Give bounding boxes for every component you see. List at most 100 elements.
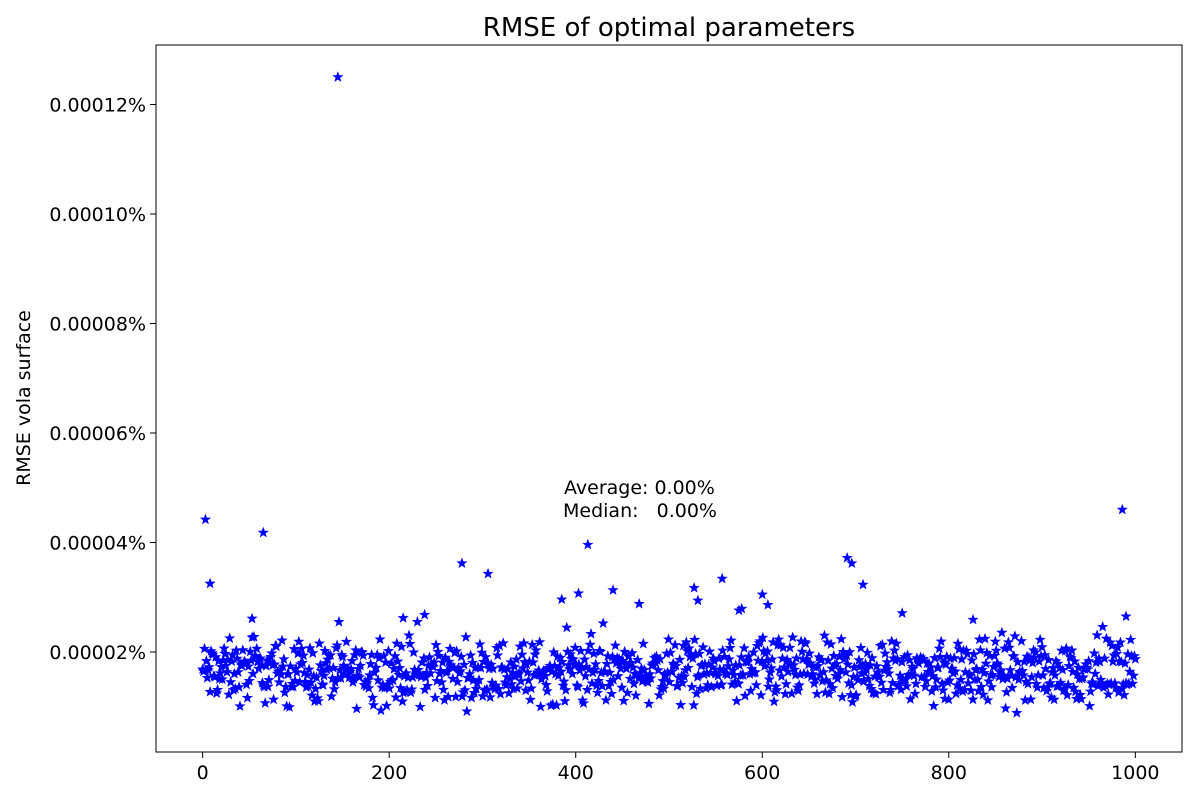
data-point: [871, 660, 883, 671]
data-point: [325, 690, 338, 702]
data-point: [303, 663, 315, 675]
data-point: [487, 662, 499, 674]
data-point: [541, 685, 553, 696]
data-point: [548, 646, 560, 657]
data-point: [782, 666, 794, 677]
data-point: [600, 694, 612, 705]
data-point: [812, 660, 824, 671]
data-point: [616, 681, 628, 693]
data-point: [592, 675, 605, 686]
data-point: [513, 667, 525, 679]
data-point: [925, 661, 937, 672]
data-point: [980, 657, 992, 669]
data-point: [731, 695, 743, 706]
data-point: [818, 629, 831, 641]
data-point: [331, 639, 343, 651]
data-point: [1026, 671, 1038, 682]
data-point: [350, 644, 362, 656]
data-point: [771, 684, 783, 695]
data-point: [962, 677, 974, 689]
y-tick-label: 0.00010%: [49, 204, 146, 226]
data-point: [461, 705, 473, 717]
y-axis: 0.00002% 0.00004% 0.00006% 0.00008% 0.00010%…: [49, 95, 156, 664]
data-point: [1091, 629, 1103, 641]
data-point: [273, 676, 285, 687]
data-point: [662, 633, 675, 645]
data-point: [554, 651, 566, 663]
data-point: [601, 658, 613, 669]
data-point: [1069, 655, 1081, 667]
data-point: [464, 668, 476, 679]
data-point: [556, 656, 568, 667]
data-point: [763, 673, 775, 685]
data-point: [716, 572, 728, 584]
data-point: [857, 578, 869, 590]
data-point: [397, 612, 409, 623]
data-point: [971, 663, 983, 674]
data-point: [393, 668, 405, 680]
data-point: [745, 684, 757, 696]
data-point: [527, 656, 539, 668]
data-point: [784, 641, 796, 653]
data-point: [579, 670, 592, 681]
data-point: [977, 688, 989, 700]
data-point: [1066, 644, 1078, 656]
data-point: [310, 671, 323, 683]
data-point: [296, 656, 309, 668]
data-point: [989, 635, 1001, 647]
data-point: [983, 675, 995, 687]
data-point: [333, 616, 345, 627]
data-point: [460, 631, 472, 642]
data-point: [200, 655, 212, 666]
data-point: [816, 653, 828, 665]
data-point: [888, 644, 901, 656]
data-point: [1025, 693, 1037, 705]
data-point: [986, 669, 999, 680]
data-point: [585, 628, 597, 639]
data-point: [846, 696, 859, 707]
data-point: [430, 639, 442, 650]
data-point: [310, 683, 322, 694]
data-point: [337, 651, 349, 662]
data-point: [540, 678, 552, 690]
data-point: [757, 631, 769, 643]
data-point: [476, 646, 488, 658]
data-point: [870, 688, 882, 699]
data-point: [556, 593, 568, 605]
data-point: [597, 617, 609, 629]
data-point: [873, 670, 886, 682]
data-point: [967, 693, 979, 705]
data-point: [586, 677, 598, 689]
data-point: [747, 646, 760, 658]
data-point: [268, 658, 281, 670]
data-point: [1003, 641, 1015, 653]
data-point: [351, 702, 363, 714]
data-point: [633, 597, 645, 609]
data-point: [666, 665, 678, 677]
data-point: [1111, 648, 1123, 659]
data-point: [436, 676, 448, 688]
data-point: [637, 637, 649, 649]
data-point: [561, 621, 573, 633]
data-point: [299, 675, 311, 687]
data-point: [626, 647, 638, 658]
data-point: [688, 582, 700, 593]
data-point: [306, 689, 318, 701]
data-point: [864, 659, 876, 670]
data-point: [975, 681, 987, 692]
data-point: [1098, 652, 1111, 664]
data-point: [560, 684, 572, 695]
data-point: [535, 700, 547, 712]
data-point: [296, 642, 308, 654]
data-point: [749, 666, 761, 677]
data-point: [928, 700, 940, 711]
data-point: [990, 644, 1002, 656]
data-point: [328, 683, 340, 694]
data-point: [1118, 689, 1130, 700]
data-point: [582, 644, 594, 656]
data-point: [380, 699, 393, 711]
data-point: [251, 642, 263, 654]
data-point: [658, 682, 670, 694]
data-point: [324, 649, 337, 661]
y-axis-label: RMSE vola surface: [13, 310, 35, 486]
